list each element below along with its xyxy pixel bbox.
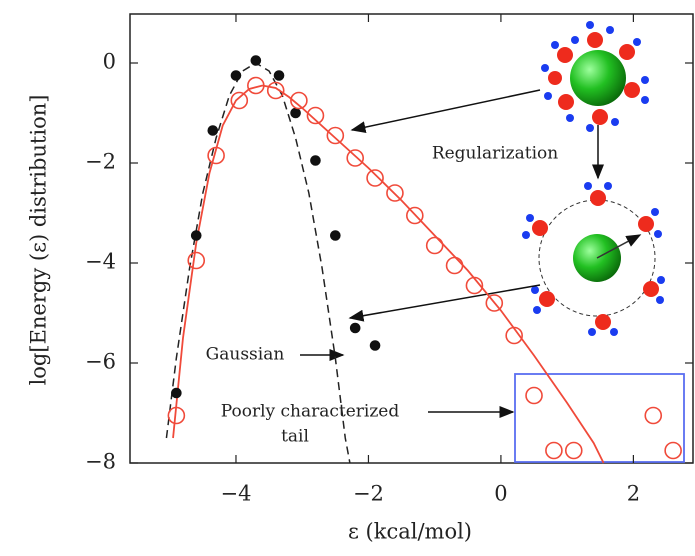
data-circle	[564, 441, 583, 460]
data-dot	[207, 125, 219, 136]
data-dot	[310, 155, 321, 166]
x-tick-label: 2	[627, 482, 640, 506]
data-circle	[664, 441, 682, 460]
data-dot	[273, 70, 285, 81]
y-tick-label: −4	[85, 250, 116, 274]
data-dot	[190, 230, 202, 241]
tail-box	[514, 373, 685, 463]
x-tick-label: −4	[220, 482, 251, 506]
y-axis-label: log[Energy (ε) distribution]	[27, 95, 51, 386]
x-axis-label: ε (kcal/mol)	[348, 520, 472, 544]
y-tick-label: −8	[85, 450, 116, 474]
annotation: tail	[281, 427, 309, 447]
data-circle	[525, 386, 543, 405]
data-dot	[171, 387, 182, 399]
data-circle	[290, 91, 308, 110]
y-tick-label: −6	[85, 350, 116, 374]
data-circle	[485, 294, 504, 312]
data-circle	[306, 106, 325, 125]
data-circle	[346, 149, 365, 167]
data-circle	[406, 206, 424, 225]
data-circle	[465, 276, 484, 295]
data-dot	[369, 340, 381, 351]
data-circle	[505, 326, 523, 345]
y-tick-label: −2	[85, 150, 116, 174]
annotation: Poorly characterized	[221, 402, 400, 422]
x-tick-label: 0	[494, 482, 507, 506]
data-circle	[545, 441, 563, 460]
data-circle	[425, 236, 444, 255]
data-dot	[349, 322, 361, 334]
data-dot	[230, 70, 242, 81]
data-circle	[445, 256, 464, 275]
data-circle	[230, 91, 249, 110]
arrows	[300, 89, 604, 418]
data-circle	[247, 76, 265, 95]
y-tick-label: 0	[103, 50, 116, 74]
data-circle	[366, 169, 384, 187]
x-tick-label: −2	[353, 482, 384, 506]
sphere-illustration-top	[541, 21, 649, 132]
data-circle	[644, 406, 663, 425]
data-dot	[290, 107, 301, 119]
data-circle	[386, 184, 404, 202]
annotation: Regularization	[432, 144, 558, 164]
data-dot	[330, 230, 341, 241]
data-circle	[266, 81, 285, 100]
data-circle	[207, 146, 225, 165]
data-circle	[167, 406, 186, 425]
plot-frame	[129, 13, 694, 464]
data-circle	[326, 126, 345, 145]
data-dot	[250, 55, 262, 66]
data-circle	[187, 251, 206, 270]
sphere-illustration-bottom	[522, 182, 665, 336]
annotation: Gaussian	[206, 345, 285, 365]
